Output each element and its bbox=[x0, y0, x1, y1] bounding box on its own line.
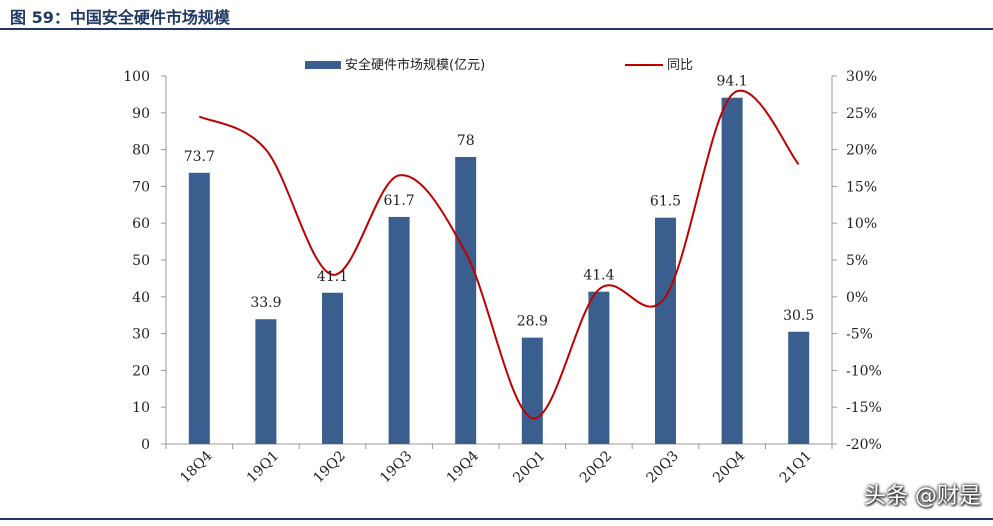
title-rule bbox=[0, 28, 993, 30]
bar bbox=[655, 217, 676, 444]
x-tick-label: 20Q3 bbox=[644, 448, 682, 486]
bar-data-label: 41.4 bbox=[583, 268, 614, 284]
left-tick-label: 40 bbox=[132, 290, 150, 306]
bar bbox=[322, 292, 343, 444]
bar bbox=[588, 291, 610, 444]
left-tick-label: 30 bbox=[132, 327, 150, 343]
legend-bar-label: 安全硬件市场规模(亿元) bbox=[345, 57, 485, 73]
watermark: 头条 @财是 bbox=[864, 484, 981, 509]
x-tick-label: 20Q1 bbox=[510, 448, 548, 486]
bar-data-label: 61.5 bbox=[650, 194, 681, 210]
right-tick-label: 0% bbox=[846, 290, 868, 306]
right-tick-label: -20% bbox=[846, 437, 882, 453]
x-tick-label: 19Q4 bbox=[444, 448, 482, 486]
bar bbox=[455, 156, 477, 444]
right-tick-label: 20% bbox=[846, 143, 877, 159]
legend-bar-swatch bbox=[305, 61, 341, 69]
bar-data-label: 28.9 bbox=[517, 314, 548, 330]
right-tick-label: -10% bbox=[846, 363, 882, 379]
x-tick-label: 18Q4 bbox=[177, 448, 215, 486]
bar-data-label: 78 bbox=[457, 133, 475, 149]
x-tick-label: 19Q2 bbox=[311, 448, 349, 486]
left-tick-label: 10 bbox=[132, 400, 150, 416]
bar-series bbox=[188, 97, 810, 444]
bar bbox=[521, 337, 543, 444]
data-labels: 73.7 33.9 41.1 61.7 78 28.9 41.4 61.5 94.1 30.5 bbox=[184, 74, 815, 330]
bar-data-label: 61.7 bbox=[384, 193, 415, 209]
right-tick-label: 10% bbox=[846, 216, 877, 232]
x-tick-label: 21Q1 bbox=[777, 448, 815, 486]
right-tick-label: -15% bbox=[846, 400, 882, 416]
left-tick-label: 100 bbox=[123, 69, 150, 85]
right-tick-label: 25% bbox=[846, 106, 877, 122]
bar-data-label: 30.5 bbox=[783, 308, 814, 324]
left-tick-label: 0 bbox=[141, 437, 150, 453]
left-tick-label: 60 bbox=[132, 216, 150, 232]
bar-data-label: 94.1 bbox=[717, 74, 748, 90]
bar bbox=[788, 331, 810, 444]
right-tick-label: 15% bbox=[846, 179, 877, 195]
bar bbox=[255, 319, 277, 444]
bar-data-label: 41.1 bbox=[317, 269, 348, 285]
line-series bbox=[198, 89, 800, 420]
x-tick-label: 20Q2 bbox=[577, 448, 615, 486]
bar bbox=[388, 216, 410, 444]
axes: 0 10 20 30 40 50 60 70 80 90 100 -20% -15% -10% -5% 0% 5… bbox=[123, 69, 882, 486]
figure-title: 图 59：中国安全硬件市场规模 bbox=[10, 8, 230, 27]
right-tick-label: 30% bbox=[846, 69, 877, 85]
x-tick-label: 19Q3 bbox=[377, 448, 415, 486]
bar bbox=[188, 172, 210, 444]
bottom-rule bbox=[0, 518, 993, 520]
left-tick-label: 80 bbox=[132, 143, 150, 159]
left-tick-label: 20 bbox=[132, 363, 150, 379]
legend-line-label: 同比 bbox=[667, 58, 693, 73]
x-tick-label: 19Q1 bbox=[244, 448, 282, 486]
x-tick-label: 20Q4 bbox=[710, 448, 748, 486]
left-tick-label: 50 bbox=[132, 253, 150, 269]
legend: 安全硬件市场规模(亿元) 同比 bbox=[305, 57, 693, 73]
bar-data-label: 73.7 bbox=[184, 149, 215, 165]
right-tick-label: -5% bbox=[846, 327, 873, 343]
right-tick-label: 5% bbox=[846, 253, 868, 269]
left-tick-label: 90 bbox=[132, 106, 150, 122]
yoy-line bbox=[198, 89, 800, 420]
bar bbox=[721, 97, 743, 444]
left-tick-label: 70 bbox=[132, 179, 150, 195]
bar-data-label: 33.9 bbox=[250, 295, 281, 311]
